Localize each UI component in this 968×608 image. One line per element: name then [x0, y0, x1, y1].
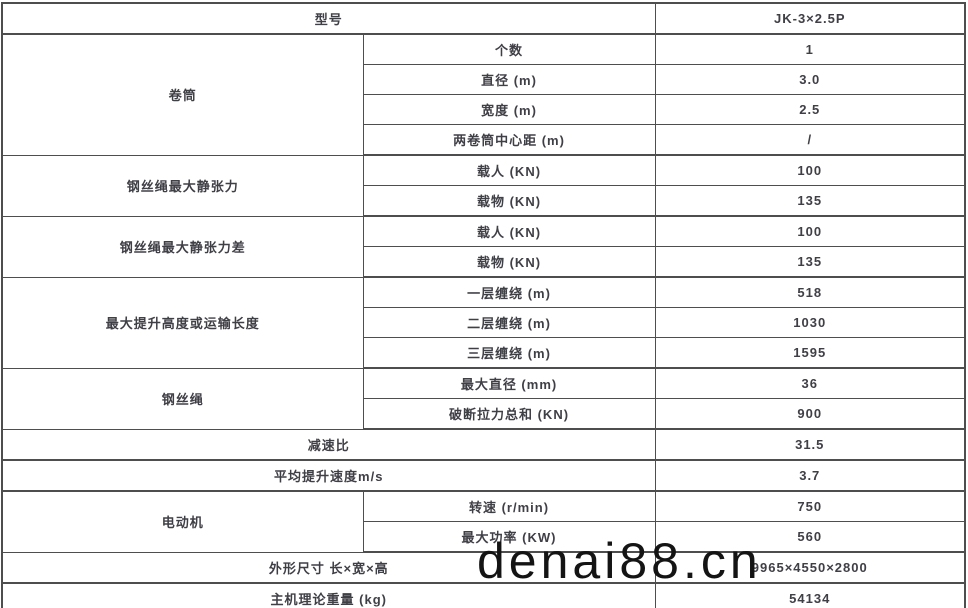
table-row: 破断拉力总和 (KN) 900 [2, 398, 966, 430]
value-cell: 135 [654, 185, 966, 217]
table-row: 减速比 31.5 [1, 428, 966, 461]
table-row: 钢丝绳最大静张力 载人 (KN) 100 [1, 154, 966, 217]
group-cell-motor: 电动机 [1, 490, 364, 553]
table-row: 主机理论重量 (kg) 54134 [1, 582, 966, 608]
param-cell: 宽度 (m) [362, 94, 656, 125]
table-row: 直径 (m) 3.0 [2, 64, 966, 95]
param-cell-overall-dimensions: 外形尺寸 长×宽×高 [1, 551, 656, 584]
table-row: 电动机 转速 (r/min) 750 [1, 490, 966, 553]
param-cell: 三层缠绕 (m) [362, 337, 656, 369]
value-cell: 9965×4550×2800 [654, 551, 966, 584]
table-row: 载物 (KN) 135 [2, 246, 966, 278]
group-cell-drum: 卷筒 [1, 33, 364, 156]
table-row: 钢丝绳最大静张力差 载人 (KN) 100 [1, 215, 966, 278]
table-row: 卷筒 个数 1 [1, 33, 966, 156]
value-cell: 100 [654, 215, 966, 247]
value-cell: 518 [654, 276, 966, 308]
param-cell: 最大直径 (mm) [362, 367, 656, 399]
value-cell: 100 [654, 154, 966, 186]
param-cell: 载人 (KN) [362, 154, 656, 186]
value-cell: 1030 [654, 307, 966, 338]
value-cell: 750 [654, 490, 966, 522]
table-row: 宽度 (m) 2.5 [2, 94, 966, 125]
value-cell: 54134 [654, 582, 966, 608]
table-row: 平均提升速度m/s 3.7 [1, 459, 966, 492]
param-cell: 转速 (r/min) [362, 490, 656, 522]
param-cell: 载物 (KN) [362, 246, 656, 278]
model-label-cell: 型号 [1, 2, 656, 35]
table-row: 载物 (KN) 135 [2, 185, 966, 217]
value-cell: / [654, 124, 966, 156]
group-cell-max-static-tension: 钢丝绳最大静张力 [1, 154, 364, 217]
value-cell: 1595 [654, 337, 966, 369]
table-row: 最大功率 (KW) 560 [2, 521, 966, 553]
param-cell: 直径 (m) [362, 64, 656, 95]
value-cell: 900 [654, 398, 966, 430]
table-row: 钢丝绳 最大直径 (mm) 36 [1, 367, 966, 430]
table-row: 两卷筒中心距 (m) / [2, 124, 966, 156]
table-row: 型号 JK-3×2.5P [1, 2, 966, 35]
group-cell-max-static-tension-diff: 钢丝绳最大静张力差 [1, 215, 364, 278]
param-cell: 两卷筒中心距 (m) [362, 124, 656, 156]
value-cell: 2.5 [654, 94, 966, 125]
value-cell: 135 [654, 246, 966, 278]
param-cell: 个数 [362, 33, 656, 65]
value-cell: 3.7 [654, 459, 966, 492]
value-cell: 560 [654, 521, 966, 553]
group-cell-wire-rope: 钢丝绳 [1, 367, 364, 430]
param-cell: 载物 (KN) [362, 185, 656, 217]
value-cell: 3.0 [654, 64, 966, 95]
table-row: 最大提升高度或运输长度 一层缠绕 (m) 518 [1, 276, 966, 369]
param-cell: 最大功率 (KW) [362, 521, 656, 553]
table-row: 三层缠绕 (m) 1595 [2, 337, 966, 369]
group-cell-max-lifting-height: 最大提升高度或运输长度 [1, 276, 364, 369]
value-cell: 36 [654, 367, 966, 399]
value-cell: 31.5 [654, 428, 966, 461]
model-value-cell: JK-3×2.5P [654, 2, 966, 35]
param-cell: 载人 (KN) [362, 215, 656, 247]
param-cell-machine-weight: 主机理论重量 (kg) [1, 582, 656, 608]
value-cell: 1 [654, 33, 966, 65]
param-cell-avg-speed: 平均提升速度m/s [1, 459, 656, 492]
param-cell: 破断拉力总和 (KN) [362, 398, 656, 430]
table-row: 外形尺寸 长×宽×高 9965×4550×2800 [1, 551, 966, 584]
param-cell: 一层缠绕 (m) [362, 276, 656, 308]
table-row: 二层缠绕 (m) 1030 [2, 307, 966, 338]
watermark-text: denai88.cn [477, 533, 762, 589]
param-cell: 二层缠绕 (m) [362, 307, 656, 338]
param-cell-reduction-ratio: 减速比 [1, 428, 656, 461]
